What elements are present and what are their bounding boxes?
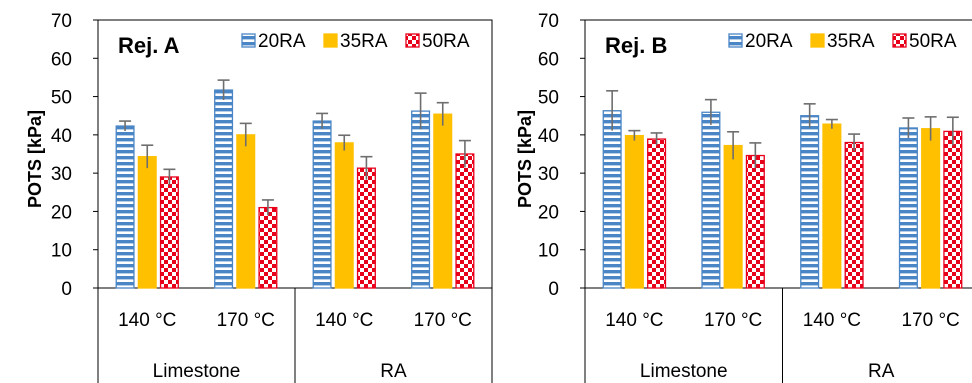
bar-35RA bbox=[236, 134, 256, 289]
bar-50RA bbox=[159, 176, 179, 289]
legend-swatch-50RA bbox=[405, 33, 420, 48]
group-label: Limestone bbox=[640, 361, 728, 382]
y-axis-label: POTS [kPa] bbox=[515, 110, 535, 208]
legend: 20RA 35RA 50RA bbox=[728, 31, 957, 52]
y-tick-label: 10 bbox=[538, 241, 559, 262]
y-tick-label: 40 bbox=[538, 126, 559, 147]
bar-20RA bbox=[898, 127, 918, 289]
y-tick-label: 0 bbox=[548, 279, 559, 300]
bar-20RA bbox=[214, 89, 234, 289]
y-tick-label: 0 bbox=[61, 279, 72, 300]
category-label: 170 °C bbox=[414, 310, 472, 331]
y-tick-label: 10 bbox=[51, 241, 72, 262]
legend-swatch-50RA bbox=[892, 33, 907, 48]
legend-swatch-20RA bbox=[241, 33, 256, 48]
bar-50RA bbox=[844, 141, 864, 289]
bar-35RA bbox=[822, 123, 842, 289]
group-label: Limestone bbox=[153, 361, 241, 382]
bar-20RA bbox=[800, 115, 820, 289]
bar-50RA bbox=[455, 153, 475, 289]
y-tick-label: 20 bbox=[538, 202, 559, 223]
category-label: 140 °C bbox=[315, 310, 373, 331]
y-tick-label: 20 bbox=[51, 202, 72, 223]
category-label: 140 °C bbox=[118, 310, 176, 331]
bar-20RA bbox=[411, 110, 431, 289]
chart-panel-2: 0 10 20 30 40 50 60 70 POTS [kPa] Limestone RA 140 … bbox=[515, 11, 972, 383]
bar-20RA bbox=[312, 120, 332, 289]
legend-label: 35RA bbox=[340, 31, 388, 52]
y-tick-label: 60 bbox=[538, 49, 559, 70]
y-axis-label: POTS [kPa] bbox=[25, 110, 45, 208]
legend-label: 50RA bbox=[422, 31, 470, 52]
category-label: 140 °C bbox=[803, 310, 861, 331]
y-tick-label: 50 bbox=[538, 88, 559, 109]
bar-35RA bbox=[921, 128, 941, 289]
legend-label: 20RA bbox=[745, 31, 793, 52]
bar-20RA bbox=[701, 111, 721, 289]
bar-35RA bbox=[624, 134, 644, 289]
y-tick-label: 40 bbox=[51, 126, 72, 147]
group-label: RA bbox=[380, 361, 407, 382]
legend-swatch-20RA bbox=[728, 33, 743, 48]
category-label: 170 °C bbox=[901, 310, 959, 331]
bar-20RA bbox=[115, 125, 135, 289]
bar-50RA bbox=[943, 130, 963, 289]
category-label: 170 °C bbox=[217, 310, 275, 331]
bar-35RA bbox=[137, 156, 157, 289]
category-label: 140 °C bbox=[605, 310, 663, 331]
y-tick-label: 60 bbox=[51, 49, 72, 70]
chart-panel-1: 0 10 20 30 40 50 60 70 POTS [kPa] Limestone RA 140 … bbox=[25, 11, 493, 383]
bar-35RA bbox=[334, 142, 354, 289]
legend-swatch-35RA bbox=[810, 33, 825, 48]
legend: 20RA 35RA 50RA bbox=[241, 31, 470, 52]
chart-title: Rej. A bbox=[118, 33, 180, 58]
y-tick-label: 70 bbox=[538, 11, 559, 32]
bar-35RA bbox=[433, 113, 453, 289]
y-tick-label: 30 bbox=[51, 164, 72, 185]
bar-50RA bbox=[258, 206, 278, 289]
bar-50RA bbox=[647, 138, 667, 289]
plot-frame bbox=[97, 19, 493, 289]
bar-35RA bbox=[723, 144, 743, 289]
legend-label: 50RA bbox=[909, 31, 957, 52]
category-label: 170 °C bbox=[704, 310, 762, 331]
y-tick-label: 70 bbox=[51, 11, 72, 32]
chart-title: Rej. B bbox=[605, 33, 667, 58]
bar-50RA bbox=[356, 167, 376, 289]
y-tick-label: 30 bbox=[538, 164, 559, 185]
y-tick-label: 50 bbox=[51, 88, 72, 109]
legend-label: 35RA bbox=[827, 31, 875, 52]
bar-20RA bbox=[602, 110, 622, 289]
legend-label: 20RA bbox=[258, 31, 306, 52]
bar-50RA bbox=[745, 154, 765, 289]
group-label: RA bbox=[868, 361, 895, 382]
legend-swatch-35RA bbox=[323, 33, 338, 48]
